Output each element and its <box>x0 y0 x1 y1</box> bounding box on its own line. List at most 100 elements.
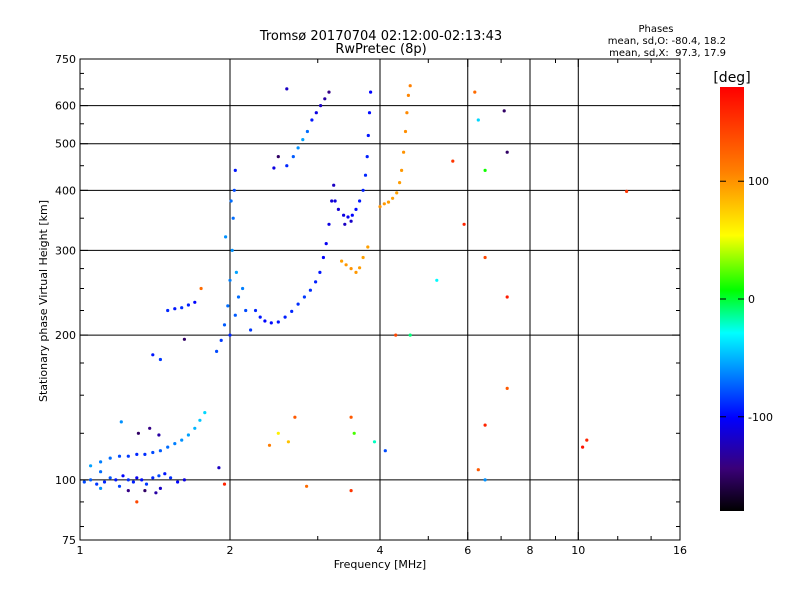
data-point <box>241 286 245 291</box>
data-point <box>451 159 455 163</box>
data-point <box>121 474 125 478</box>
data-point <box>82 480 86 484</box>
data-point <box>319 104 323 108</box>
data-point <box>117 484 122 488</box>
data-point <box>327 90 331 94</box>
data-point <box>226 304 230 308</box>
data-point <box>154 491 158 495</box>
data-point <box>398 181 402 185</box>
data-point <box>182 478 186 482</box>
data-point <box>89 478 93 482</box>
data-point <box>349 219 353 223</box>
data-point <box>224 235 228 239</box>
data-point <box>314 280 318 284</box>
data-point <box>505 386 509 390</box>
data-point <box>272 166 276 170</box>
data-point <box>228 278 232 282</box>
data-point <box>119 420 123 424</box>
chart-title: Tromsø 20170704 02:12:00-02:13:43 <box>259 29 502 44</box>
data-point <box>305 484 309 488</box>
data-point <box>305 129 309 134</box>
data-point <box>301 138 305 142</box>
data-point <box>99 470 103 474</box>
phases-box-line-o: mean, sd,O: -80.4, 18.2 <box>608 36 726 47</box>
data-point <box>135 500 139 504</box>
data-point <box>625 189 629 193</box>
data-point <box>117 454 122 458</box>
data-point <box>151 476 155 480</box>
data-point <box>585 438 589 442</box>
data-point <box>126 489 130 493</box>
colorbar-tick-label: -100 <box>748 411 773 424</box>
x-tick-label: 1 <box>77 544 84 557</box>
data-point <box>276 431 280 435</box>
data-point <box>283 315 287 319</box>
y-tick-label: 200 <box>55 329 76 342</box>
data-point <box>148 426 152 430</box>
data-point <box>193 426 197 430</box>
data-point <box>310 118 314 122</box>
data-point <box>253 308 258 313</box>
data-point <box>343 222 347 226</box>
data-point <box>391 196 395 200</box>
data-point <box>483 168 487 172</box>
data-point <box>344 263 348 267</box>
data-point <box>258 315 262 319</box>
x-axis-label: Frequency [MHz] <box>334 558 426 571</box>
data-point <box>581 445 585 449</box>
data-point <box>327 222 331 226</box>
data-point <box>269 321 273 325</box>
y-tick-label: 300 <box>55 244 76 257</box>
data-point <box>336 207 340 211</box>
data-point <box>382 202 386 206</box>
data-point <box>395 191 399 195</box>
data-point <box>293 415 297 419</box>
data-point <box>366 133 370 138</box>
data-point <box>372 440 377 444</box>
data-point <box>361 188 365 192</box>
data-point <box>333 199 337 203</box>
data-point <box>263 319 267 323</box>
data-point <box>296 302 300 306</box>
data-point <box>505 150 509 154</box>
data-point <box>349 489 353 493</box>
colorbar-label: [deg] <box>713 70 750 86</box>
data-point <box>308 288 312 292</box>
data-point <box>402 150 406 154</box>
data-point <box>230 248 234 252</box>
data-point <box>394 333 398 337</box>
data-point <box>350 213 354 217</box>
data-point <box>349 267 353 271</box>
data-point <box>126 454 130 458</box>
data-point <box>358 199 362 203</box>
data-point <box>386 200 391 204</box>
phases-box-line-x: mean, sd,X: 97.3, 17.9 <box>609 48 726 59</box>
y-tick-label: 600 <box>55 100 76 113</box>
data-point <box>483 478 487 482</box>
data-point <box>367 111 372 115</box>
data-point <box>290 309 294 313</box>
data-point <box>408 84 412 88</box>
data-point <box>354 270 358 274</box>
data-point <box>354 207 358 211</box>
colorbar-tick-label: 100 <box>748 175 769 188</box>
data-point <box>108 476 112 480</box>
data-point <box>186 433 190 437</box>
data-point <box>180 306 184 310</box>
data-point <box>169 476 173 480</box>
data-point <box>302 295 306 299</box>
data-point <box>318 270 322 274</box>
data-point <box>476 468 480 472</box>
data-point <box>126 478 130 482</box>
data-point <box>285 164 289 168</box>
data-point <box>291 155 295 159</box>
data-point <box>285 87 289 91</box>
chart-subtitle: RwPretec (8p) <box>335 42 426 57</box>
data-point <box>231 216 235 220</box>
data-point <box>144 482 149 486</box>
x-tick-label: 16 <box>673 544 687 557</box>
data-point <box>233 313 237 317</box>
data-point <box>228 333 232 337</box>
data-point <box>193 300 197 304</box>
data-point <box>244 308 248 313</box>
